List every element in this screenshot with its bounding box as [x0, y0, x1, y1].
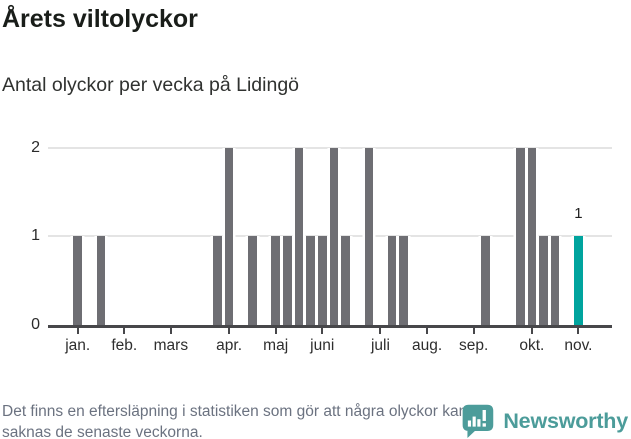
x-tick-apr [228, 327, 231, 334]
x-tick-aug [426, 327, 429, 334]
bar-week-39 [515, 147, 525, 325]
y-axis-label: 1 [31, 227, 40, 245]
bar-week-23 [329, 147, 339, 325]
x-axis-label-juli: juli [370, 337, 390, 354]
x-axis-label-feb: feb. [111, 337, 138, 354]
bar-week-24 [341, 236, 350, 325]
x-axis-label-nov: nov. [564, 337, 593, 354]
newsworthy-logo: Newsworthy [460, 402, 628, 439]
bar-week-18 [271, 236, 280, 325]
x-tick-nov [577, 327, 580, 334]
bar-week-40 [527, 147, 537, 325]
x-axis-label-maj: maj [263, 337, 289, 354]
brand-name: Newsworthy [503, 408, 628, 433]
chart-title: Årets viltolyckor [2, 5, 198, 33]
x-axis-label-mars: mars [153, 337, 189, 354]
x-tick-maj [274, 327, 277, 334]
x-axis-label-jan: jan. [65, 337, 91, 354]
bar-week-16 [248, 236, 257, 325]
bar-week-26 [364, 147, 374, 325]
x-axis-line [48, 325, 612, 328]
bar-week-28 [387, 236, 397, 325]
x-tick-juli [379, 327, 382, 334]
bar-week-29 [399, 236, 409, 325]
bar-week-41 [539, 236, 548, 325]
bar-week-22 [317, 236, 327, 325]
x-tick-juni [321, 327, 324, 334]
bar-week-13 [213, 236, 222, 325]
bar-week-42 [550, 236, 560, 325]
bar-week-3 [96, 236, 106, 325]
bar-week-14 [224, 147, 234, 325]
x-tick-feb [123, 327, 126, 334]
footer-note: Det finns en eftersläpning i statistiken… [2, 403, 468, 439]
y-axis-label: 2 [31, 138, 40, 156]
chart-subtitle: Antal olyckor per vecka på Lidingö [2, 74, 300, 96]
bar-week-20 [294, 147, 304, 325]
bar-week-21 [306, 236, 315, 325]
x-axis-label-sep: sep. [458, 337, 489, 354]
bar-week-36 [480, 236, 490, 325]
x-axis-label-aug: aug. [411, 337, 443, 354]
x-tick-mars [169, 327, 172, 334]
bar-week-44 [574, 236, 583, 325]
bar-week-19 [283, 236, 292, 325]
x-tick-sep [472, 327, 475, 334]
bar-week-1 [73, 236, 82, 325]
x-tick-jan [76, 327, 79, 334]
y-axis-label: 0 [31, 316, 40, 333]
x-axis-label-okt: okt. [519, 337, 545, 354]
highlight-value-label: 1 [574, 205, 583, 223]
newsworthy-bubble-icon [462, 404, 494, 438]
x-tick-okt [530, 327, 533, 334]
x-axis-label-apr: apr. [216, 337, 242, 354]
x-axis-label-juni: juni [310, 337, 335, 354]
